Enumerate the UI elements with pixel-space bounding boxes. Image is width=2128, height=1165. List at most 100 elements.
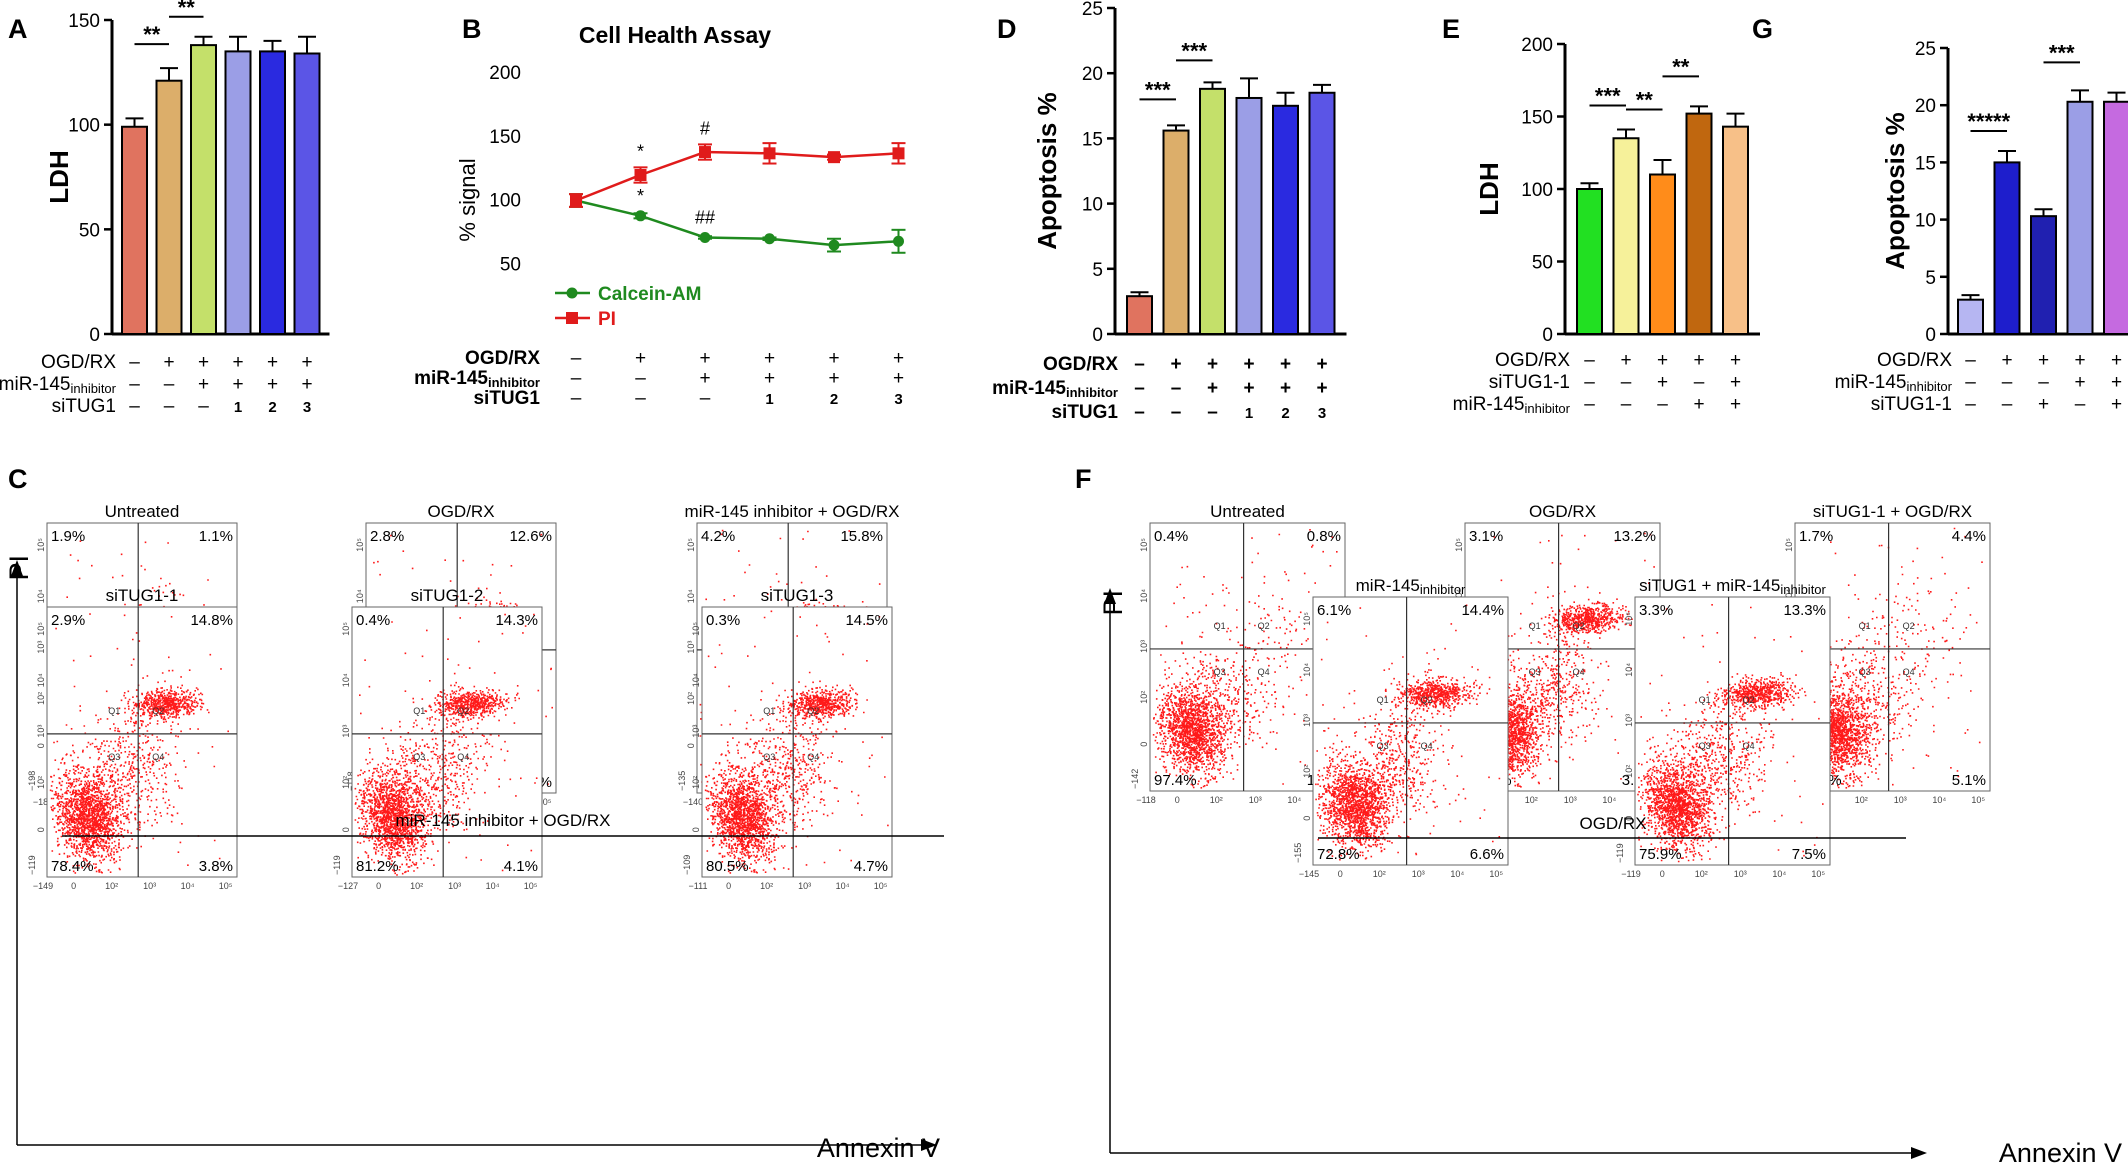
- condition-symbol: –: [1134, 402, 1145, 423]
- y-tick-label: 10⁴: [1624, 663, 1634, 677]
- condition-symbol: +: [699, 348, 710, 369]
- condition-symbol: –: [1171, 402, 1182, 423]
- condition-symbol: –: [571, 348, 582, 369]
- quadrant-q3-percent: 81.2%: [356, 858, 399, 875]
- data-point: [892, 147, 905, 160]
- condition-symbol: +: [267, 352, 278, 373]
- quadrant-q2-percent: 13.3%: [1783, 602, 1826, 619]
- condition-symbol: –: [1965, 394, 1976, 415]
- significance-marker: *: [637, 141, 644, 161]
- y-tick-label: 10⁴: [691, 673, 701, 687]
- y-tick-label: 10⁴: [1784, 589, 1794, 603]
- x-tick-label: 10⁵: [1971, 795, 1985, 805]
- bar: [155, 79, 183, 335]
- event-dots: [354, 613, 540, 876]
- condition-symbol: –: [164, 396, 175, 417]
- panel-label-b: B: [462, 14, 482, 44]
- condition-row-label: miR-145inhibitor: [992, 378, 1118, 400]
- condition-symbol: –: [1694, 372, 1705, 393]
- condition-symbol: 3: [303, 399, 311, 416]
- data-point: [893, 235, 904, 247]
- quadrant-name: Q2: [807, 706, 819, 716]
- quadrant-name: Q3: [1859, 667, 1871, 677]
- x-tick-label: 0: [1175, 795, 1180, 805]
- series-line: [575, 150, 899, 202]
- y-tick-label: 10³: [1624, 714, 1634, 727]
- y-tick-label: 10²: [36, 776, 46, 789]
- quadrant-q1-percent: 0.4%: [356, 612, 390, 629]
- legend-marker: [566, 287, 578, 299]
- condition-symbol: +: [2111, 394, 2122, 415]
- quadrant-q2-percent: 14.5%: [845, 612, 888, 629]
- condition-symbol: +: [1657, 372, 1668, 393]
- y-axis-title: LDH: [1474, 162, 1504, 215]
- data-point: [634, 169, 647, 181]
- x-min-label: −140: [683, 797, 703, 807]
- y-tick-label: 50: [1532, 253, 1553, 274]
- y-tick-label: 200: [489, 63, 521, 84]
- y-tick-label: 5: [1092, 260, 1103, 281]
- data-point: [570, 194, 582, 207]
- quadrant-name: Q1: [1859, 621, 1871, 631]
- significance-marker: ##: [695, 207, 715, 227]
- condition-symbol: +: [893, 368, 904, 389]
- condition-symbol: +: [198, 352, 209, 373]
- condition-symbol: –: [635, 368, 646, 389]
- quadrant-q4-percent: 5.1%: [1952, 772, 1986, 789]
- legend-label: PI: [598, 309, 616, 330]
- y-tick-label: 20: [1082, 64, 1103, 85]
- annexin-axis-arrow: [921, 1139, 937, 1151]
- x-tick-label: 10⁴: [1602, 795, 1616, 805]
- x-tick-label: 10⁵: [874, 881, 888, 891]
- x-axis-title: Annexin V: [817, 1133, 940, 1163]
- panel-label-d: D: [997, 14, 1017, 44]
- y-tick-label: 0: [1624, 816, 1634, 821]
- condition-row-label: miR-145inhibitor: [1453, 394, 1571, 416]
- x-tick-label: 10²: [1855, 795, 1868, 805]
- condition-symbol: –: [1965, 372, 1976, 393]
- quadrant-name: Q2: [457, 706, 469, 716]
- condition-symbol: –: [129, 352, 140, 373]
- quadrant-q3-percent: 78.4%: [51, 858, 94, 875]
- y-tick-label: 10³: [36, 641, 46, 654]
- y-tick-label: 50: [79, 220, 100, 241]
- condition-symbol: +: [1243, 354, 1254, 375]
- x-min-label: −111: [689, 881, 708, 891]
- quadrant-name: Q1: [1377, 695, 1389, 705]
- condition-symbol: +: [1280, 354, 1291, 375]
- quadrant-name: Q4: [1258, 667, 1270, 677]
- y-tick-label: 10⁴: [1302, 663, 1312, 677]
- condition-row-label: siTUG1: [1051, 402, 1118, 423]
- condition-symbol: +: [2038, 350, 2049, 371]
- quadrant-name: Q3: [763, 752, 775, 762]
- y-tick-label: 25: [1915, 39, 1936, 60]
- quadrant-q3-percent: 72.8%: [1317, 846, 1360, 863]
- condition-symbol: 1: [1245, 405, 1253, 422]
- y-tick-label: 0: [691, 827, 701, 832]
- condition-symbol: –: [1965, 350, 1976, 371]
- y-tick-label: 15: [1915, 153, 1936, 174]
- data-point: [699, 231, 711, 243]
- bar: [1162, 129, 1190, 335]
- bar: [2103, 100, 2128, 335]
- bar: [190, 44, 217, 336]
- condition-symbol: –: [1621, 372, 1632, 393]
- x-tick-label: 10⁵: [538, 797, 552, 807]
- quadrant-q1-percent: 0.4%: [1154, 528, 1188, 545]
- quadrant-name: Q4: [457, 752, 469, 762]
- condition-symbol: +: [301, 352, 312, 373]
- condition-symbol: –: [1584, 372, 1595, 393]
- y-axis-title: Apoptosis %: [1032, 92, 1062, 249]
- significance-label: ***: [1145, 77, 1171, 102]
- quadrant-q1-percent: 3.1%: [1469, 528, 1503, 545]
- quadrant-name: Q3: [108, 752, 120, 762]
- condition-row-label: OGD/RX: [1495, 350, 1570, 371]
- data-point: [763, 147, 776, 160]
- condition-symbol: +: [2001, 350, 2012, 371]
- condition-row-label: OGD/RX: [1043, 354, 1118, 375]
- flow-plot-title: Untreated: [1210, 502, 1285, 521]
- y-tick-label: 20: [1915, 96, 1936, 117]
- x-tick-label: 10³: [1564, 795, 1577, 805]
- condition-symbol: +: [301, 374, 312, 395]
